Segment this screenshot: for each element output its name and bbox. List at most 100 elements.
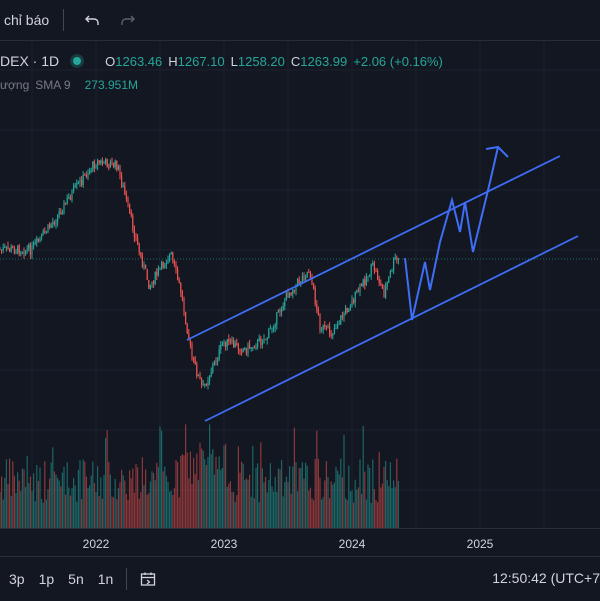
volume-bar [149, 481, 151, 528]
candle-body [58, 211, 60, 215]
candles [0, 157, 399, 390]
timezone-clock[interactable]: 12:50:42 (UTC+7 [492, 570, 600, 586]
volume-bar [263, 482, 265, 528]
candle-body [23, 252, 25, 255]
volume-bar [396, 458, 398, 528]
candle-body [34, 242, 36, 245]
volume-bar [132, 468, 134, 528]
volume-bar [356, 489, 358, 528]
volume-bar [391, 488, 393, 528]
range-1n-button[interactable]: 1n [97, 571, 114, 587]
candle-body [66, 198, 68, 204]
price-chart[interactable] [0, 40, 600, 528]
candle-body [303, 276, 305, 280]
range-3p-button[interactable]: 3p [9, 571, 25, 587]
volume-bar [351, 490, 353, 528]
volume-bar [209, 424, 211, 528]
top-toolbar: chỉ báo [0, 0, 600, 41]
volume-bar [137, 467, 139, 528]
bottom-divider [126, 568, 128, 590]
volume-bar [73, 478, 75, 528]
candle-body [212, 365, 214, 373]
volume-bar [253, 498, 255, 528]
volume-bar [349, 491, 351, 528]
volume-ma-label: SMA 9 [35, 78, 71, 92]
volume-bar [154, 480, 156, 528]
candle-body [253, 347, 255, 349]
symbol-title[interactable]: DEX · 1D [0, 53, 60, 69]
redo-button[interactable] [110, 0, 146, 40]
candle-body [26, 248, 28, 251]
volume-bar [36, 465, 38, 528]
volume-bar [378, 451, 380, 528]
range-5n-button[interactable]: 5n [68, 571, 84, 587]
channel-lower-line [204, 235, 579, 422]
candle-body [100, 160, 102, 163]
volume-value: 273.951M [84, 78, 138, 92]
volume-bar [175, 460, 177, 528]
candle-body [101, 160, 103, 164]
candle-body [287, 292, 289, 298]
volume-label[interactable]: ượng [0, 78, 30, 92]
candle-body [273, 327, 275, 329]
candle-body [92, 161, 94, 171]
volume-bar [141, 457, 143, 528]
candle-body [125, 194, 127, 199]
volume-bar [77, 470, 79, 528]
volume-bar [1, 476, 3, 528]
volume-bar [383, 467, 385, 528]
volume-bar [359, 459, 361, 528]
candle-body [204, 383, 206, 385]
volume-bar [287, 482, 289, 528]
candle-body [353, 299, 355, 303]
candle-body [349, 306, 351, 311]
candle-body [156, 271, 158, 276]
volume-bar [332, 484, 334, 528]
candle-body [60, 211, 62, 215]
candle-body [258, 338, 260, 340]
volume-bar [5, 459, 7, 528]
volume-bar [357, 487, 359, 528]
volume-bar [305, 462, 307, 528]
candle-body [274, 324, 276, 328]
volume-bar [157, 467, 159, 528]
candle-body [141, 255, 143, 267]
candle-body [265, 339, 267, 341]
time-axis[interactable]: 2022 2023 2024 2025 [0, 528, 600, 557]
volume-bar [319, 477, 321, 528]
date-range-button[interactable] [139, 570, 157, 588]
volume-bar [50, 462, 52, 528]
volume-bar [226, 486, 228, 528]
candle-body [93, 161, 95, 168]
undo-button[interactable] [74, 0, 110, 40]
candle-body [140, 252, 142, 256]
volume-bar [2, 499, 4, 528]
volume-bar [220, 469, 222, 528]
volume-bar [308, 490, 310, 528]
candle-body [103, 162, 105, 164]
volume-bar [196, 453, 198, 528]
candle-body [356, 290, 358, 292]
volume-bar [15, 492, 17, 528]
candle-body [57, 214, 59, 222]
volume-bar [186, 452, 188, 528]
candle-body [340, 315, 342, 324]
candle-body [325, 326, 327, 328]
volume-bar [180, 455, 182, 528]
volume-bar [389, 462, 391, 528]
candle-body [44, 230, 46, 233]
candle-body [53, 222, 55, 224]
volume-bar [162, 471, 164, 528]
volume-bar [178, 497, 180, 528]
candle-body [268, 328, 270, 338]
candle-body [386, 282, 388, 287]
volume-bar [295, 462, 297, 528]
indicators-button[interactable]: chỉ báo [4, 12, 50, 28]
volume-bar [28, 483, 30, 528]
candle-body [220, 344, 222, 350]
candle-body [12, 246, 14, 249]
range-1p-button[interactable]: 1p [38, 571, 55, 587]
candle-body [341, 315, 343, 318]
volume-bar [29, 476, 31, 528]
candle-body [15, 252, 17, 254]
